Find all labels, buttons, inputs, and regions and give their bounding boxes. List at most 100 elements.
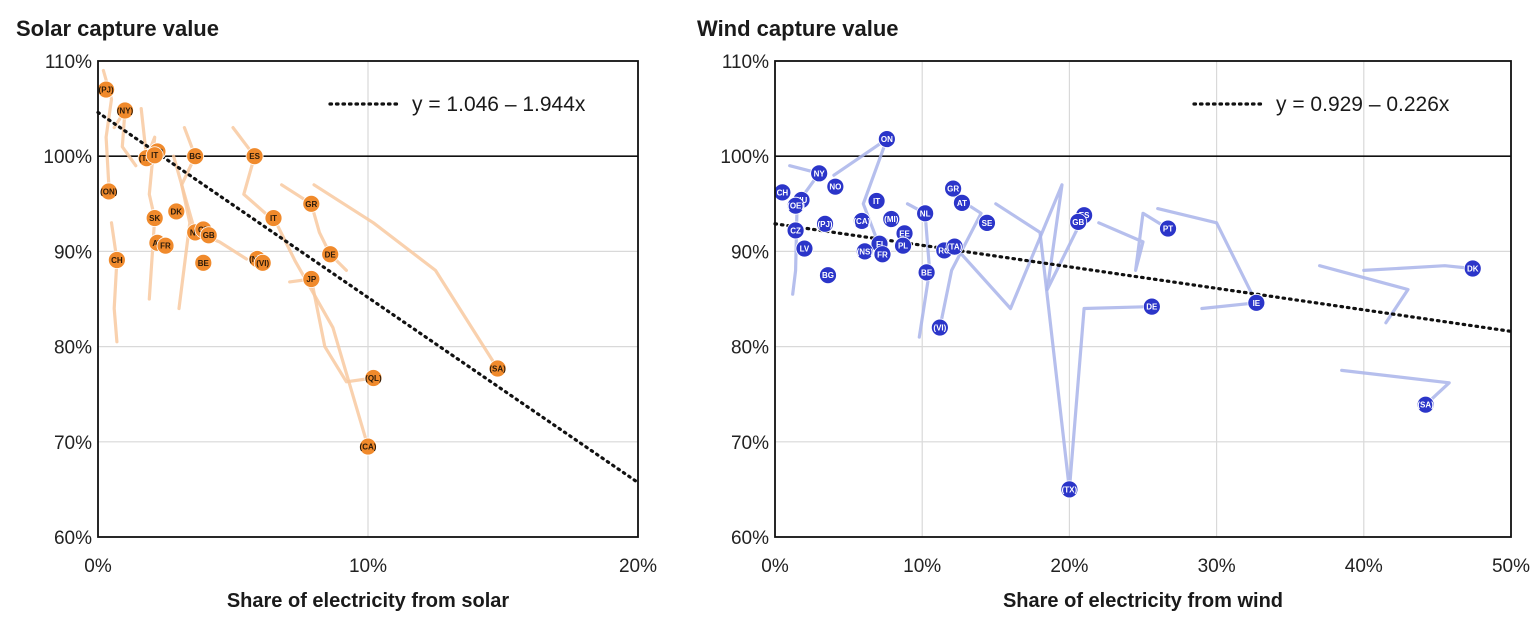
solar-point-label: (NY) xyxy=(117,107,134,116)
wind-point-marker xyxy=(855,242,874,261)
wind-point-marker xyxy=(1416,395,1435,414)
wind-x-tick-label: 20% xyxy=(1050,556,1088,577)
wind-point-label: (TX) xyxy=(1062,485,1078,494)
solar-y-tick-label: 90% xyxy=(54,242,92,263)
wind-point-label: (TA) xyxy=(947,243,963,252)
solar-point-gb: GB xyxy=(199,226,218,245)
wind-point-marker xyxy=(1060,480,1079,499)
wind-point-label: SE xyxy=(982,219,993,228)
wind-y-tick-label: 90% xyxy=(731,242,769,263)
solar-point-marker xyxy=(145,146,164,165)
wind-point-label: DE xyxy=(1146,303,1158,312)
solar-trail-line xyxy=(139,106,157,301)
wind-trail-line xyxy=(1156,207,1258,311)
wind-point-ns: (NS) xyxy=(855,242,874,261)
solar-point-marker xyxy=(116,101,134,120)
wind-point-marker xyxy=(882,210,901,228)
solar-point-label: GR xyxy=(305,200,317,209)
wind-point-marker xyxy=(826,177,845,196)
wind-point-marker xyxy=(786,221,805,240)
wind-point-ny: NY xyxy=(810,164,829,183)
solar-point-pj: (PJ) xyxy=(97,80,115,99)
solar-point-marker xyxy=(253,253,272,272)
solar-point-label: BE xyxy=(198,259,210,268)
solar-trendline xyxy=(96,110,640,485)
solar-point-marker xyxy=(108,251,126,269)
wind-point-pj: (PJ) xyxy=(816,214,834,233)
solar-trail-line xyxy=(231,125,267,215)
solar-point-marker xyxy=(245,147,264,166)
solar-point-label: FR xyxy=(160,242,171,251)
wind-point-label: ON xyxy=(881,135,893,144)
solar-point-label: CH xyxy=(111,256,123,265)
wind-point-label: FR xyxy=(877,250,888,259)
wind-point-marker xyxy=(816,214,834,233)
wind-point-pt: PT xyxy=(1159,219,1177,238)
solar-point-label: DK xyxy=(171,207,183,216)
solar-point-sa: (SA) xyxy=(488,359,507,378)
solar-point-label: (VI) xyxy=(256,259,269,268)
solar-point-ql: (QL) xyxy=(364,369,383,387)
wind-point-ta: (TA) xyxy=(945,237,964,256)
wind-point-on: ON xyxy=(877,130,896,148)
wind-point-marker xyxy=(877,130,896,148)
wind-point-label: FI xyxy=(876,240,883,249)
wind-x-tick-label: 50% xyxy=(1492,556,1530,577)
solar-y-tick-label: 80% xyxy=(54,338,92,359)
solar-point-label: (CA) xyxy=(360,443,377,452)
solar-trail-line xyxy=(112,108,138,168)
wind-trail-line xyxy=(1340,368,1451,407)
wind-point-oe: (OE) xyxy=(786,196,805,215)
wind-trail-line xyxy=(832,137,889,256)
solar-trail-line xyxy=(312,183,500,371)
solar-point-es: ES xyxy=(245,147,264,166)
solar-point-it: IT xyxy=(145,146,164,165)
wind-point-be: BE xyxy=(917,263,936,282)
solar-point-sk: SK xyxy=(145,209,164,227)
solar-point-dk: DK xyxy=(167,202,186,221)
wind-point-label: PT xyxy=(1163,225,1173,234)
wind-point-ch: CH xyxy=(773,183,792,202)
wind-point-marker xyxy=(916,204,935,223)
wind-point-cz: CZ xyxy=(786,221,805,240)
solar-point-jp: JP xyxy=(302,270,321,288)
wind-point-label: (MI) xyxy=(884,215,899,224)
wind-point-ca: (CA) xyxy=(852,212,871,230)
wind-point-ie: IE xyxy=(1247,293,1266,312)
solar-trail-line xyxy=(109,221,119,344)
solar-point-be: BE xyxy=(194,253,213,272)
solar-point-label: (QL) xyxy=(365,374,382,383)
solar-point-label: (PJ) xyxy=(99,86,114,95)
wind-point-marker xyxy=(894,236,912,255)
wind-point-marker xyxy=(1247,293,1266,312)
wind-point-vi: (VI) xyxy=(930,318,949,337)
wind-point-label: (SA) xyxy=(1417,401,1434,410)
wind-point-at: AT xyxy=(953,193,971,212)
solar-chart-title: Solar capture value xyxy=(16,16,219,41)
wind-plot-frame xyxy=(774,60,1512,538)
wind-point-marker xyxy=(867,192,886,210)
wind-point-nl: NL xyxy=(916,204,935,223)
solar-y-tick-label: 100% xyxy=(43,147,92,168)
solar-y-tick-label: 60% xyxy=(54,528,92,549)
solar-point-bg: BG xyxy=(186,147,205,166)
solar-point-vi: (VI) xyxy=(253,253,272,272)
wind-point-label: IT xyxy=(873,197,880,206)
solar-point-label: IT xyxy=(151,151,158,160)
solar-point-label: ES xyxy=(249,152,260,161)
wind-point-label: (CA) xyxy=(853,217,870,226)
wind-point-sa: (SA) xyxy=(1416,395,1435,414)
solar-point-marker xyxy=(167,202,186,221)
wind-y-tick-label: 60% xyxy=(731,528,769,549)
wind-point-gb: GB xyxy=(1069,212,1088,231)
solar-point-label: SK xyxy=(149,214,160,223)
solar-point-label: JP xyxy=(306,275,316,284)
wind-point-label: RO xyxy=(938,246,950,255)
solar-point-marker xyxy=(488,359,507,378)
wind-trendline-equation: y = 0.929 – 0.226x xyxy=(1276,93,1450,116)
wind-point-marker xyxy=(873,245,892,264)
wind-point-label: (OE) xyxy=(787,202,804,211)
solar-point-marker xyxy=(194,253,213,272)
wind-point-marker xyxy=(917,263,936,282)
